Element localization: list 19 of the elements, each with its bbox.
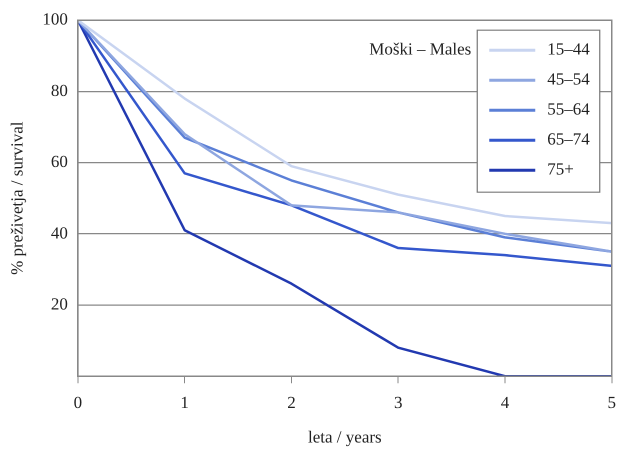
legend-label: 15–44 (547, 40, 590, 59)
x-tick-label: 5 (608, 392, 616, 412)
legend-label: 45–54 (547, 70, 590, 89)
legend-title: Moški – Males (369, 40, 472, 59)
legend-label: 65–74 (547, 130, 590, 149)
x-tick-label: 0 (74, 392, 82, 412)
x-axis-title: leta / years (308, 427, 382, 446)
x-tick-label: 2 (287, 392, 296, 412)
y-tick-label: 80 (50, 80, 68, 100)
y-tick-label: 40 (50, 223, 68, 242)
x-tick-label: 4 (500, 392, 510, 412)
y-tick-label: 60 (50, 152, 68, 172)
legend-label: 55–64 (547, 100, 590, 119)
y-tick-label: 20 (50, 294, 68, 314)
x-tick-label: 3 (394, 392, 402, 412)
legend-label: 75+ (547, 160, 574, 179)
y-axis-title: % preživetja / survival (8, 121, 27, 275)
y-tick-label: 100 (42, 10, 68, 29)
x-tick-label: 1 (180, 392, 189, 412)
